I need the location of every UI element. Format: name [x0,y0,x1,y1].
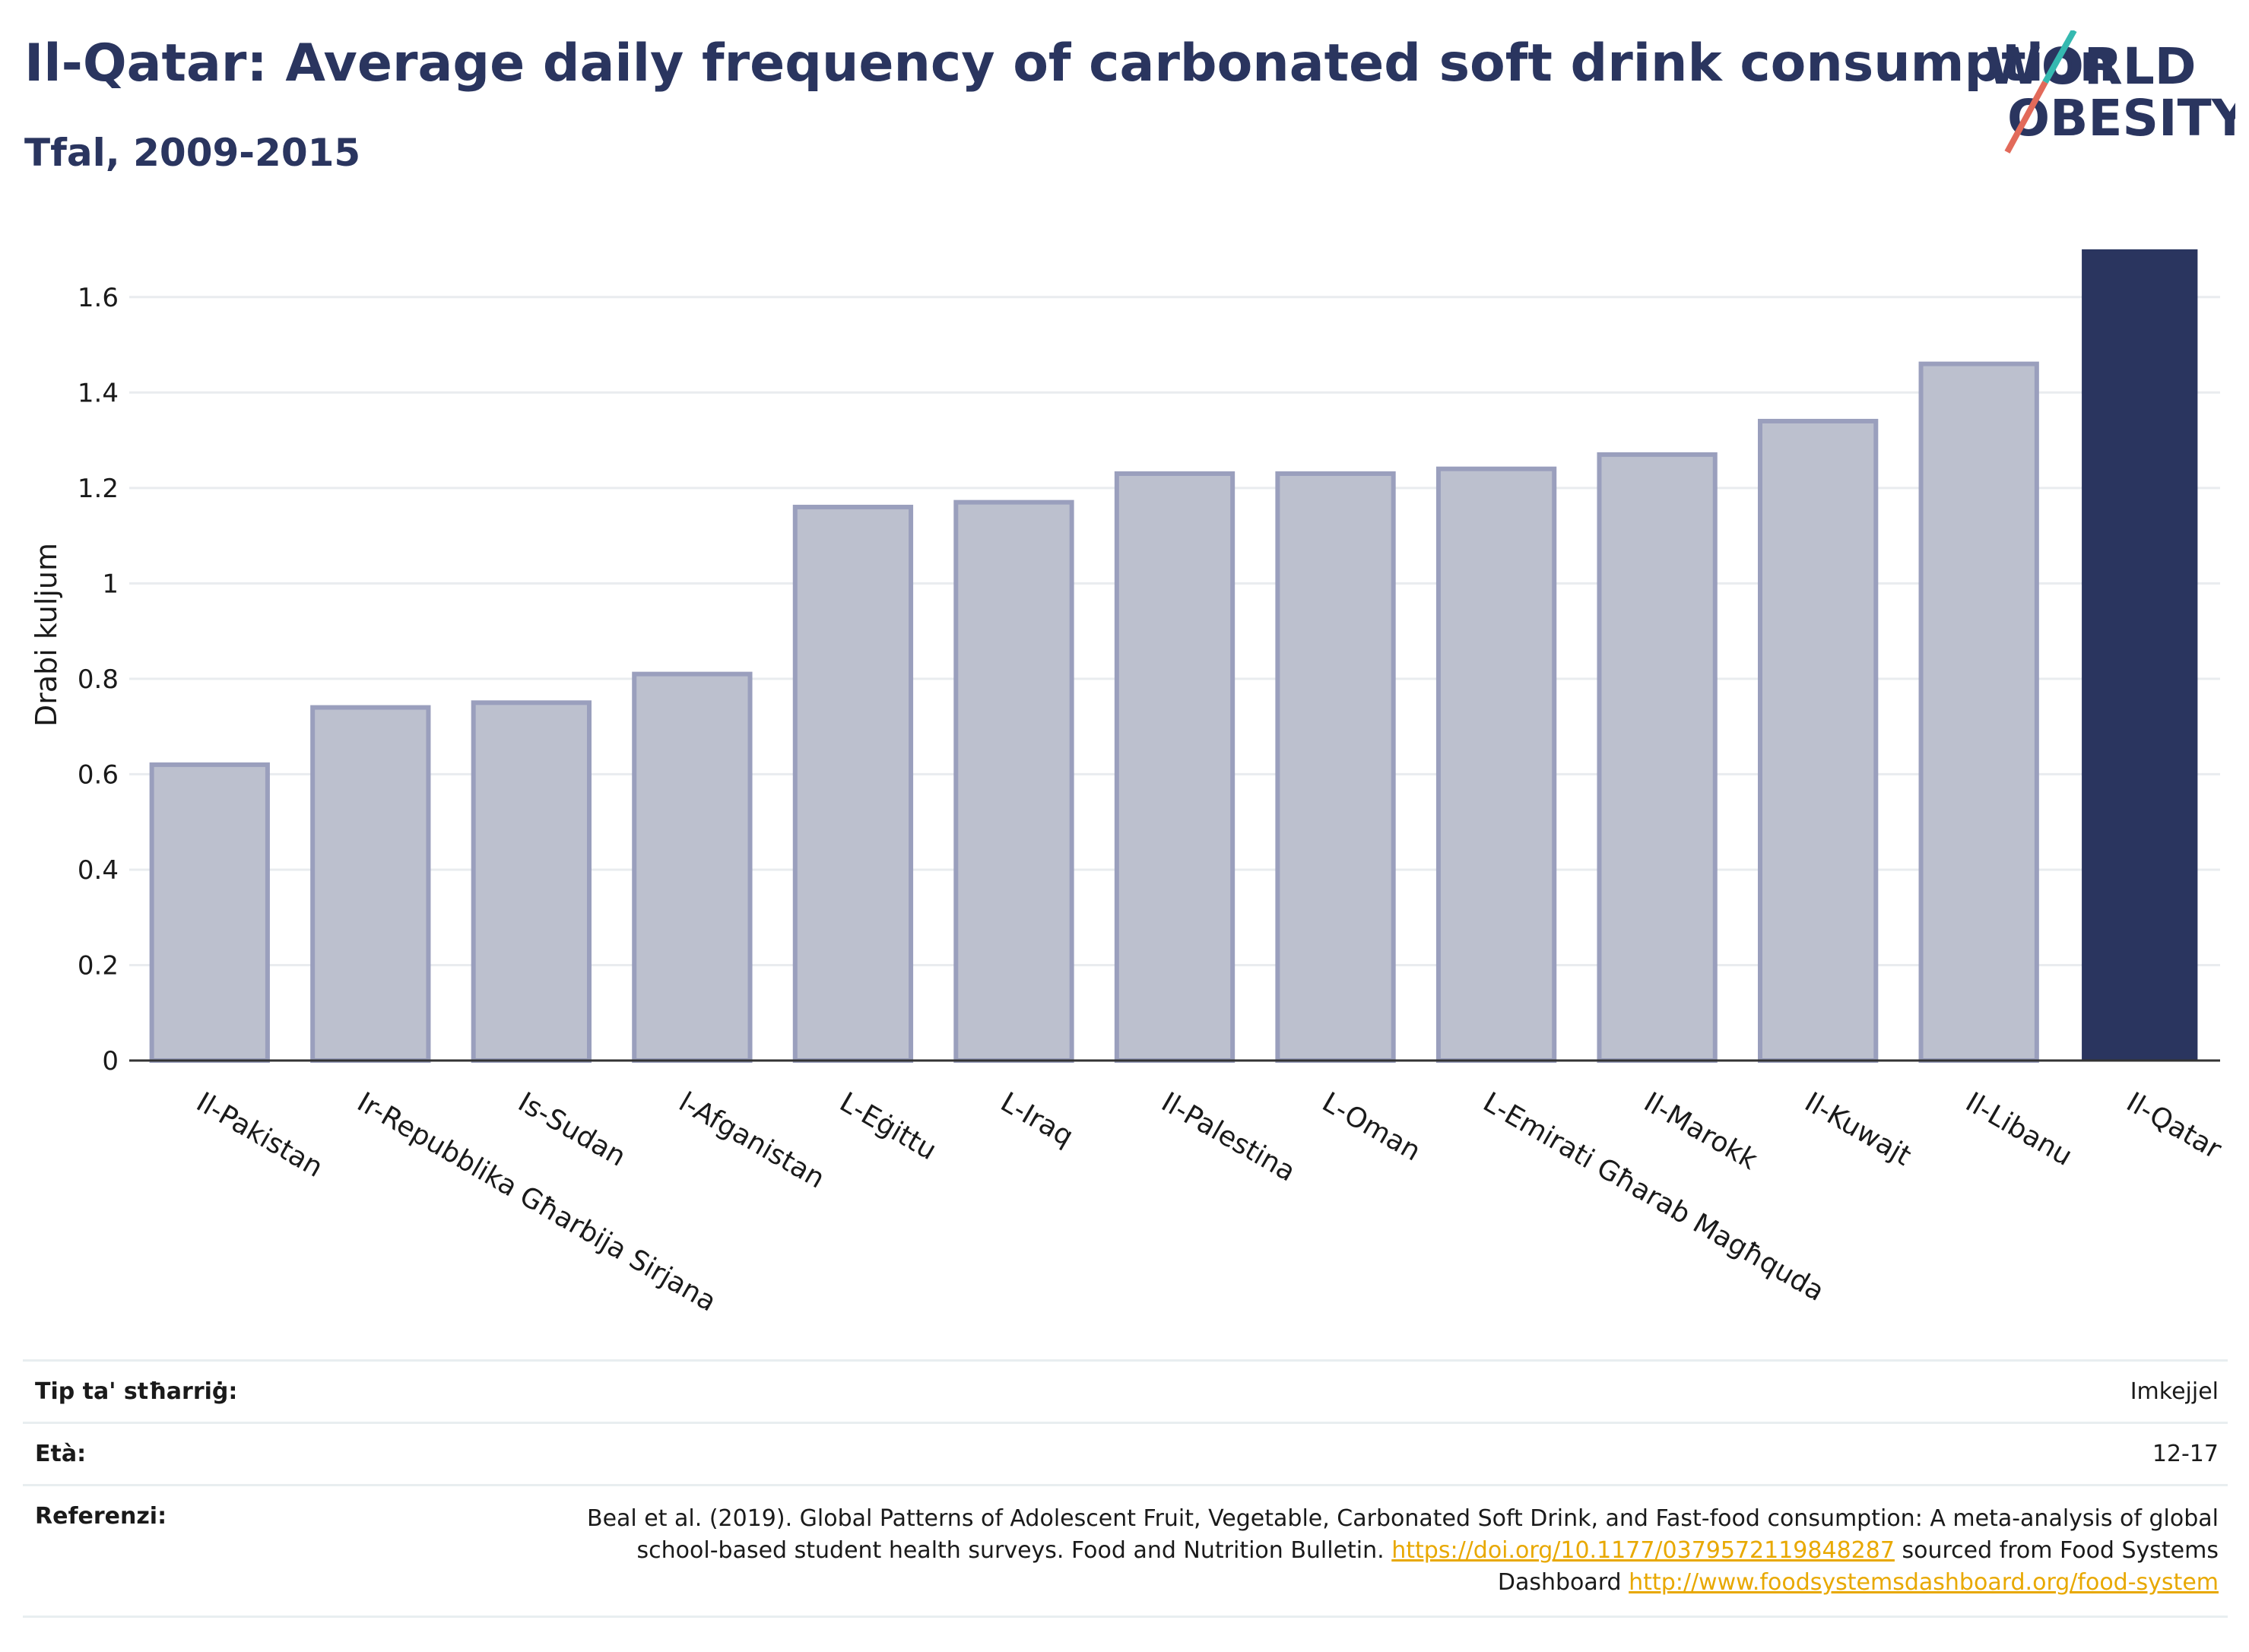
x-tick-label: L-Eġittu [834,1086,941,1166]
reference-text: Beal et al. (2019). Global Patterns of A… [546,1503,2228,1599]
reference-source: sourced from Food Systems Dashboard [1497,1537,2219,1596]
logo-line2: OBESITY [2007,89,2235,147]
bar-9 [1597,452,1718,1063]
x-tick-label: L-Iraq [995,1086,1078,1153]
x-tick-label: Is-Sudan [512,1086,630,1172]
doi-link[interactable]: https://doi.org/10.1177/0379572119848287 [1391,1537,1895,1564]
bars [149,249,2198,1064]
logo-slash-teal [2042,30,2077,84]
logo-line1: WORLD [1986,37,2197,96]
bar-0 [149,762,270,1063]
x-tick-label: Il-Marokk [1638,1086,1762,1176]
y-axis-label: Drabi kuljum [30,543,63,727]
x-tick-labels: Il-Pakistan Ir-Repubblika Għarbija Sirjan… [191,1086,2226,1317]
bar-12 [2082,249,2198,1061]
bar-10 [1758,418,1879,1063]
reference-citation: Beal et al. (2019). Global Patterns of A… [586,1505,2219,1564]
y-tick-label: 0.2 [78,950,119,981]
chart-footer: Tip ta' stħarriġ: Imkejjel Età: 12-17 Re… [23,1359,2228,1618]
x-tick-label: Il-Kuwajt [1800,1086,1917,1172]
bar-1 [310,705,431,1064]
chart-subtitle: Tfal, 2009-2015 [24,131,361,175]
bar-7 [1275,471,1396,1063]
age-value: 12-17 [2152,1441,2219,1467]
age-label: Età: [35,1441,87,1467]
chart-title: Il-Qatar: Average daily frequency of car… [24,33,2117,94]
world-obesity-logo: WORLD OBESITY [1986,30,2235,154]
y-tick-labels: 0 0.2 0.4 0.6 0.8 1 1.2 1.4 1.6 [78,283,119,1076]
y-tick-label: 0.8 [78,664,119,695]
reference-label: Referenzi: [35,1503,167,1530]
bar-3 [632,671,753,1063]
x-tick-label: Il-Qatar [2121,1086,2227,1165]
logo-slash-red [2004,81,2048,154]
x-tick-label: Il-Pakistan [191,1086,328,1184]
survey-type-value: Imkejjel [2130,1378,2219,1405]
x-tick-label: Il-Libanu [1960,1086,2077,1172]
footer-row-reference: Referenzi: Beal et al. (2019). Global Pa… [23,1484,2228,1618]
y-tick-label: 1.4 [78,378,119,408]
y-tick-label: 1.6 [78,283,119,313]
bar-6 [1114,471,1236,1063]
footer-row-survey: Tip ta' stħarriġ: Imkejjel [23,1359,2228,1422]
y-tick-label: 0 [102,1046,119,1076]
x-tick-label: Il-Palestina [1156,1086,1301,1187]
y-tick-label: 0.6 [78,759,119,790]
bar-4 [792,504,914,1063]
x-tick-label: L-Oman [1317,1086,1426,1167]
y-tick-label: 1.2 [78,474,119,504]
bar-11 [1918,361,2039,1063]
y-tick-label: 0.4 [78,855,119,886]
bar-chart: 0 0.2 0.4 0.6 0.8 1 1.2 1.4 1.6 Il-Pakistan Ir-Re… [30,249,2226,1318]
bar-5 [953,499,1074,1063]
y-tick-label: 1 [102,569,119,599]
bar-2 [471,700,592,1063]
footer-row-age: Età: 12-17 [23,1422,2228,1484]
bar-8 [1435,466,1557,1063]
dashboard-link[interactable]: http://www.foodsystemsdashboard.org/food… [1629,1569,2219,1596]
survey-type-label: Tip ta' stħarriġ: [35,1378,238,1405]
x-tick-label: l-Afganistan [674,1086,830,1194]
